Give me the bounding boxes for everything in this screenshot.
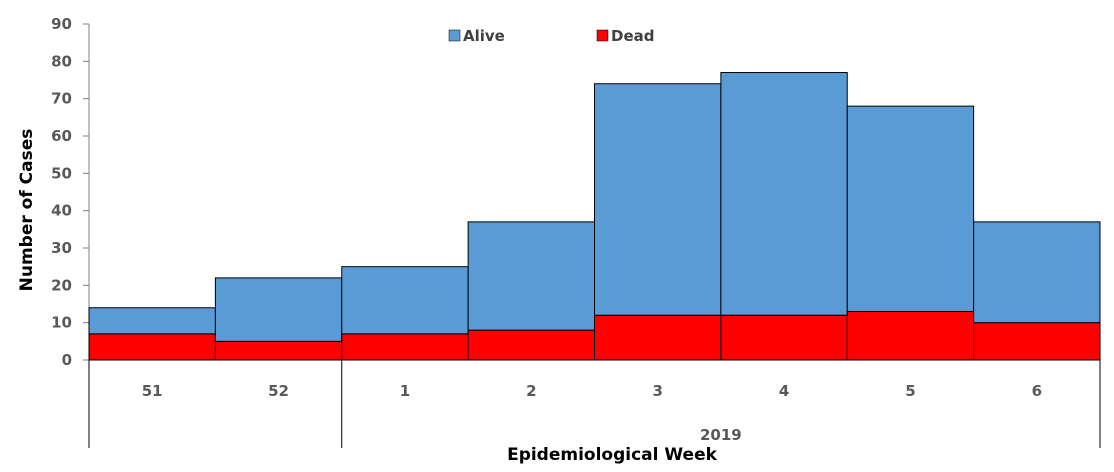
y-tick-label: 50 (51, 164, 72, 182)
bar-dead-4 (720, 314, 848, 361)
bar-dead-52 (214, 340, 343, 361)
legend-swatch-dead (596, 29, 609, 42)
x-axis-groups: 2019 (88, 360, 1101, 448)
x-category-label: 4 (779, 382, 789, 400)
bar-alive-1 (341, 266, 469, 335)
x-axis-title: Epidemiological Week (507, 445, 718, 465)
bars (88, 72, 1101, 361)
bar-dead-51 (88, 333, 216, 361)
bar-alive-2 (467, 221, 595, 331)
x-category-label: 52 (268, 382, 289, 400)
bar-dead-2 (467, 329, 595, 361)
bar-dead-3 (594, 314, 722, 361)
y-tick-label: 60 (51, 127, 72, 145)
x-category-label: 2 (526, 382, 536, 400)
y-axis-title: Number of Cases (17, 129, 37, 292)
y-axis-ticks: 0 10 20 30 40 50 60 70 80 90 (51, 15, 89, 369)
y-tick-label: 10 (51, 314, 72, 332)
x-category-label: 51 (142, 382, 163, 400)
legend-swatch-alive (448, 29, 461, 42)
y-tick-label: 20 (51, 276, 72, 294)
bar-dead-1 (341, 333, 469, 361)
x-category-label: 6 (1032, 382, 1042, 400)
legend: Alive Dead (448, 27, 654, 45)
bar-alive-5 (846, 105, 975, 312)
bar-dead-6 (973, 322, 1101, 361)
x-axis-categories: 51 52 1 2 3 4 5 6 (142, 382, 1042, 400)
y-tick-label: 90 (51, 15, 72, 33)
bar-alive-52 (214, 277, 343, 342)
bar-dead-5 (846, 310, 975, 361)
bar-alive-4 (720, 72, 848, 316)
y-tick-label: 80 (51, 52, 72, 70)
x-category-label: 3 (652, 382, 662, 400)
y-tick-label: 30 (51, 239, 72, 257)
legend-label-dead: Dead (611, 27, 654, 45)
y-tick-label: 0 (62, 351, 72, 369)
x-group-label: 2019 (700, 426, 742, 444)
x-category-label: 5 (905, 382, 915, 400)
bar-alive-51 (88, 307, 216, 335)
y-tick-label: 40 (51, 202, 72, 220)
x-category-label: 1 (400, 382, 410, 400)
legend-label-alive: Alive (463, 27, 505, 45)
bar-alive-6 (973, 221, 1101, 324)
y-tick-label: 70 (51, 90, 72, 108)
bar-alive-3 (594, 83, 722, 316)
